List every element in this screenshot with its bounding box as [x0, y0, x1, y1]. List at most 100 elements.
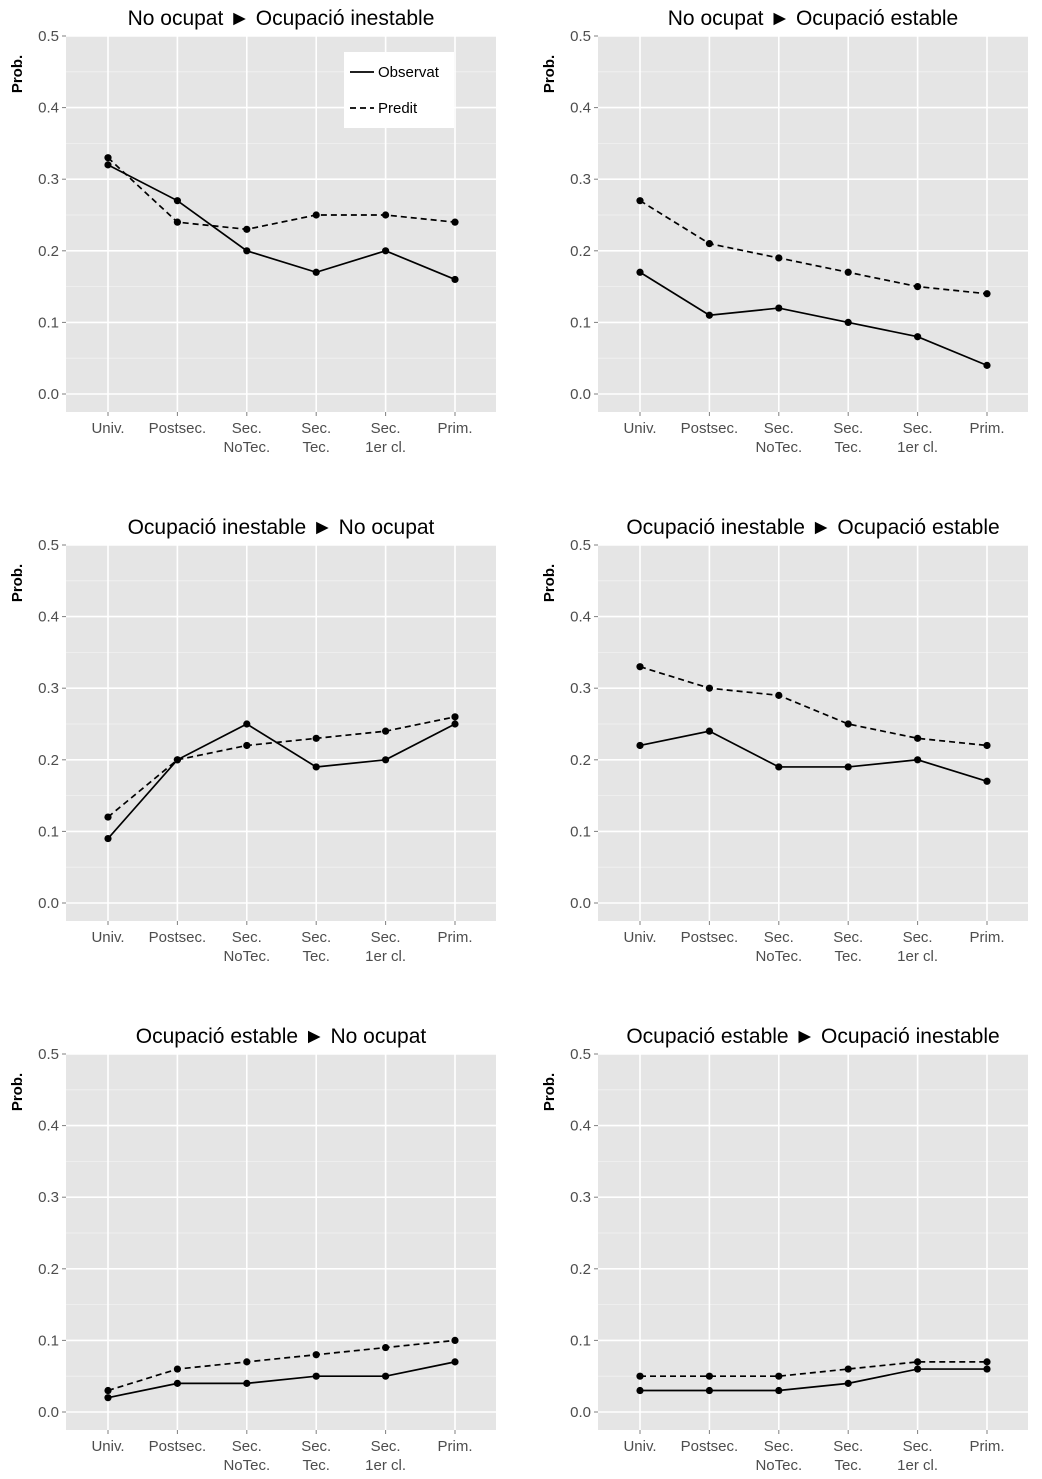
y-tick-label: 0.2 [570, 752, 591, 769]
data-point-observat [451, 1358, 459, 1366]
y-tick-label: 0.5 [570, 28, 591, 45]
y-tick-label: 0.3 [570, 171, 591, 188]
x-tick-label: Prim. [438, 1438, 473, 1455]
data-point-observat [914, 333, 922, 341]
x-tick-label: Sec. Tec. [301, 1438, 331, 1474]
data-point-observat [173, 1379, 181, 1387]
data-point-observat [312, 1372, 320, 1380]
y-axis-title: Prob. [9, 564, 26, 602]
data-point-predit [636, 197, 644, 205]
data-point-predit [243, 741, 251, 750]
x-tick-label: Sec. 1er cl. [897, 420, 938, 456]
y-tick-label: 0.5 [38, 28, 59, 45]
data-point-observat [382, 247, 390, 255]
y-tick-label: 0.4 [570, 609, 591, 626]
x-tick-label: Sec. 1er cl. [365, 420, 406, 456]
x-tick-label: Sec. Tec. [301, 929, 331, 965]
y-tick-label: 0.4 [570, 1118, 591, 1135]
y-tick-label: 0.2 [38, 752, 59, 769]
data-point-predit [914, 1358, 922, 1366]
y-axis-title: Prob. [9, 55, 26, 93]
y-tick-label: 0.2 [570, 243, 591, 260]
x-tick-label: Prim. [438, 929, 473, 946]
y-tick-label: 0.3 [38, 680, 59, 697]
series-line-observat [107, 723, 456, 840]
data-point-predit [705, 1372, 714, 1380]
data-point-observat [775, 1386, 783, 1395]
data-point-observat [173, 197, 181, 205]
y-tick-label: 0.0 [570, 895, 591, 912]
x-tick-label: Univ. [623, 929, 656, 946]
data-point-predit [914, 734, 922, 742]
x-tick-label: Prim. [438, 420, 473, 437]
legend: Observat Predit [344, 52, 454, 128]
y-tick-label: 0.5 [570, 537, 591, 554]
data-point-observat [243, 720, 251, 728]
y-axis-title: Prob. [9, 1073, 26, 1111]
y-tick-label: 0.1 [38, 314, 59, 331]
x-tick-label: Sec. 1er cl. [365, 1438, 406, 1474]
chart-panel-4: 0.0 0.1 0.2 0.3 0.4 0.5 Univ. Postsec. Sec. NoTec… [541, 516, 1028, 965]
y-tick-label: 0.2 [38, 1261, 59, 1278]
y-tick-label: 0.0 [570, 1404, 591, 1421]
legend-label-observat: Observat [378, 64, 440, 81]
data-point-observat [844, 763, 852, 771]
x-tick-label: Univ. [91, 929, 124, 946]
y-axis-title: Prob. [541, 1073, 558, 1111]
chart-panel-5: 0.0 0.1 0.2 0.3 0.4 0.5 Univ. Postsec. Sec. NoTec… [9, 1025, 496, 1474]
data-point-predit [775, 1372, 783, 1380]
plot-background [66, 545, 496, 921]
data-point-predit [104, 154, 112, 162]
chart-panel-2: 0.0 0.1 0.2 0.3 0.4 0.5 Univ. Postsec. Sec. NoTec… [541, 7, 1028, 456]
data-point-predit [312, 1351, 320, 1359]
data-point-observat [451, 275, 459, 284]
plot-background [66, 1054, 496, 1430]
x-tick-label: Postsec. [681, 929, 739, 946]
data-point-predit [844, 268, 852, 276]
data-point-observat [636, 1386, 644, 1395]
chart-panel-3: 0.0 0.1 0.2 0.3 0.4 0.5 Univ. Postsec. Sec. NoTec… [9, 516, 496, 965]
x-tick-label: Postsec. [681, 420, 739, 437]
data-point-observat [983, 777, 991, 785]
data-point-observat [705, 311, 714, 319]
series-line-observat [639, 730, 988, 783]
y-tick-label: 0.3 [38, 171, 59, 188]
data-point-predit [243, 1358, 251, 1366]
data-point-observat [914, 1365, 922, 1373]
data-point-observat [312, 763, 320, 771]
data-point-predit [983, 1358, 991, 1366]
x-tick-label: Univ. [91, 420, 124, 437]
x-tick-label: Sec. Tec. [833, 420, 863, 456]
data-point-predit [312, 734, 320, 742]
data-point-predit [104, 1386, 112, 1395]
y-tick-label: 0.5 [38, 1046, 59, 1063]
data-point-predit [382, 727, 390, 735]
y-tick-label: 0.1 [570, 314, 591, 331]
y-tick-label: 0.2 [38, 243, 59, 260]
data-point-predit [914, 283, 922, 291]
x-tick-label: Sec. NoTec. [755, 420, 802, 456]
data-point-predit [173, 218, 181, 226]
x-tick-label: Prim. [970, 420, 1005, 437]
data-point-predit [173, 756, 181, 764]
x-tick-label: Sec. 1er cl. [897, 1438, 938, 1474]
x-tick-label: Postsec. [149, 1438, 207, 1455]
panel-title: Ocupació inestable ► No ocupat [128, 516, 435, 539]
data-point-predit [636, 1372, 644, 1380]
data-point-predit [173, 1365, 181, 1373]
data-point-predit [705, 684, 714, 692]
y-tick-label: 0.3 [570, 1189, 591, 1206]
y-tick-label: 0.5 [570, 1046, 591, 1063]
data-point-observat [914, 756, 922, 764]
data-point-predit [243, 225, 251, 233]
y-tick-label: 0.0 [570, 386, 591, 403]
y-tick-label: 0.5 [38, 537, 59, 554]
data-point-predit [636, 663, 644, 671]
data-point-predit [312, 211, 320, 219]
y-axis-title: Prob. [541, 55, 558, 93]
x-tick-label: Sec. NoTec. [755, 929, 802, 965]
y-tick-label: 0.4 [38, 609, 59, 626]
data-point-predit [775, 254, 783, 262]
data-point-predit [983, 741, 991, 750]
data-point-observat [636, 268, 644, 276]
